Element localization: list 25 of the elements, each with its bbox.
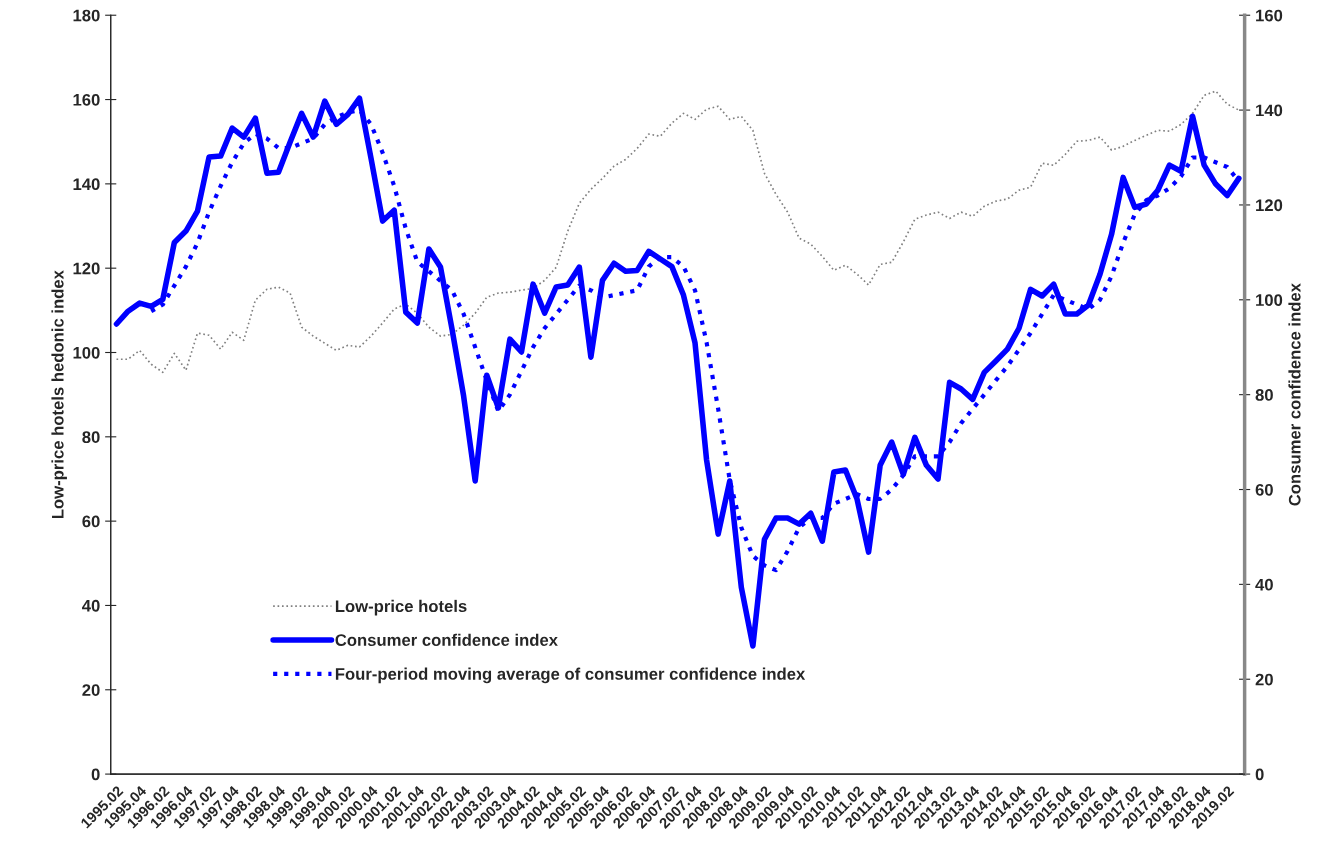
y2-tick-label: 0 (1255, 768, 1264, 781)
y-tick-label: 80 (82, 431, 100, 444)
legend-label: Four-period moving average of consumer confidence index (335, 667, 806, 684)
y2-tick-label: 40 (1255, 578, 1273, 591)
y2-tick-label: 80 (1255, 389, 1273, 401)
y-tick-label: 100 (73, 346, 100, 359)
legend-label: Consumer confidence index (335, 633, 558, 646)
y-tick-label: 0 (91, 768, 100, 781)
line-series (115, 90, 1240, 374)
y-tick-label: 140 (73, 178, 100, 191)
y-tick-label: 40 (82, 599, 100, 612)
y-axis-title: Low-price hotels hedonic index (51, 270, 67, 519)
y2-tick-label: 160 (1256, 9, 1283, 22)
y-tick-label: 60 (82, 515, 100, 528)
y2-tick-label: 100 (1256, 294, 1283, 306)
y-tick-label: 180 (73, 9, 100, 22)
y-tick-label: 20 (82, 684, 100, 696)
y2-axis-title: Consumer confidence index (1288, 283, 1301, 506)
y-tick-label: 160 (73, 93, 100, 106)
legend-label: Low-price hotels (335, 599, 467, 616)
y2-tick-label: 20 (1255, 673, 1273, 686)
y2-tick-label: 120 (1256, 199, 1283, 212)
y-tick-label: 120 (73, 262, 100, 275)
y2-tick-label: 140 (1256, 104, 1283, 117)
y2-tick-label: 60 (1255, 483, 1273, 496)
